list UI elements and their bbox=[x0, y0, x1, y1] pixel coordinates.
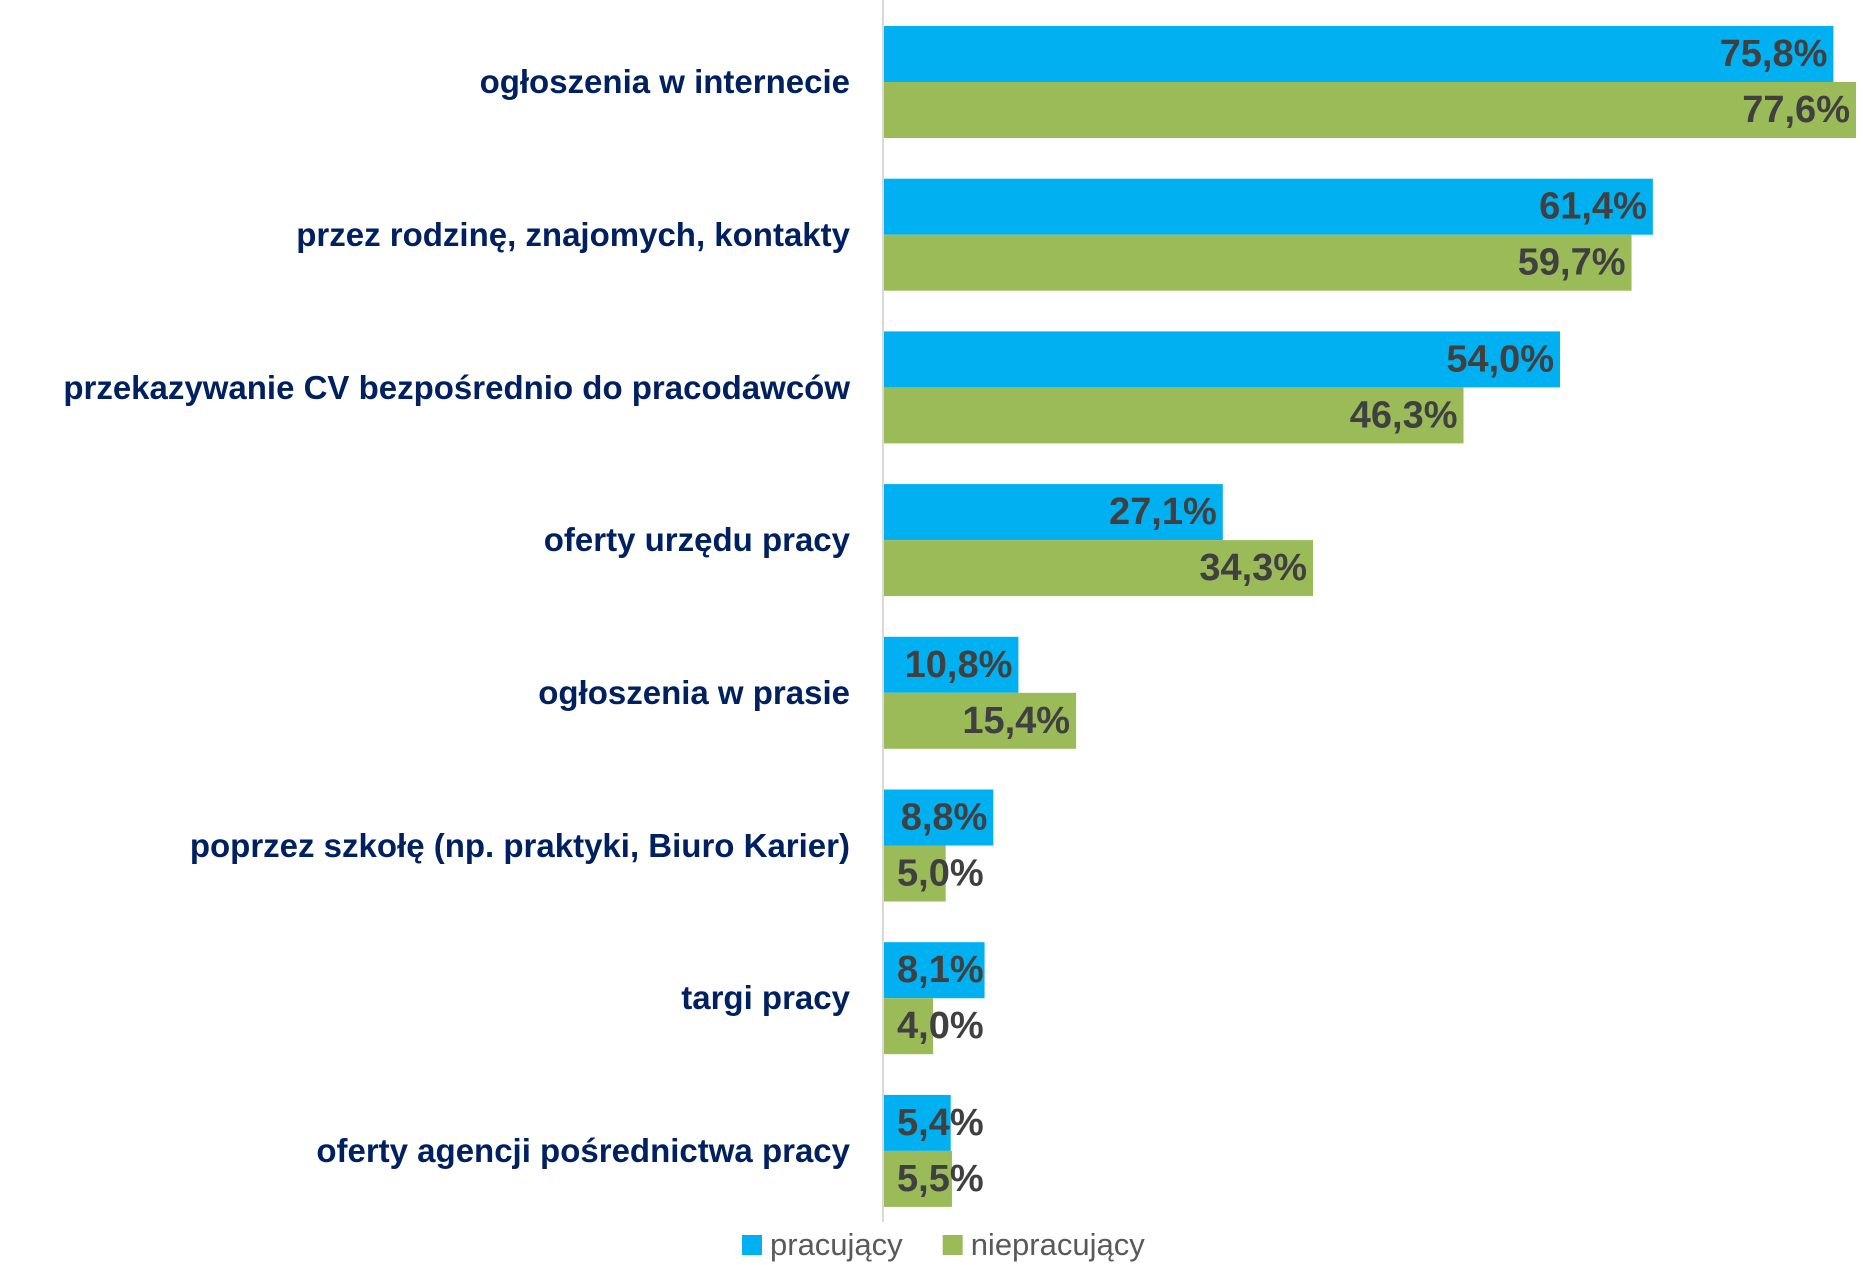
bar bbox=[883, 387, 1464, 444]
bar bbox=[883, 636, 1019, 693]
bar bbox=[883, 998, 934, 1055]
bar bbox=[883, 942, 985, 999]
value-label: 61,4% bbox=[1539, 186, 1647, 228]
value-label: 59,7% bbox=[1518, 242, 1626, 284]
category-label: poprzez szkołę (np. praktyki, Biuro Kari… bbox=[189, 826, 850, 864]
value-label: 8,8% bbox=[901, 797, 988, 839]
bar bbox=[883, 789, 994, 846]
value-label: 46,3% bbox=[1350, 394, 1458, 436]
legend-label: niepracujący bbox=[971, 1227, 1146, 1262]
legend-swatch bbox=[742, 1235, 762, 1255]
category-label: ogłoszenia w internecie bbox=[479, 63, 850, 101]
value-label: 34,3% bbox=[1199, 547, 1307, 589]
value-label: 4,0% bbox=[897, 1005, 984, 1047]
category-label: przekazywanie CV bezpośrednio do pracoda… bbox=[63, 368, 850, 406]
value-label: 75,8% bbox=[1720, 33, 1828, 75]
value-label: 15,4% bbox=[962, 700, 1070, 742]
value-label: 54,0% bbox=[1446, 338, 1554, 380]
bar bbox=[883, 845, 946, 902]
value-label: 5,4% bbox=[897, 1102, 984, 1144]
bar bbox=[883, 1094, 951, 1151]
bar bbox=[883, 178, 1653, 235]
bar bbox=[883, 82, 1856, 138]
legend-swatch bbox=[942, 1235, 963, 1255]
legend-label: pracujący bbox=[770, 1227, 903, 1262]
category-label: ogłoszenia w prasie bbox=[538, 674, 850, 712]
category-label: oferty agencji pośrednictwa pracy bbox=[316, 1132, 850, 1170]
bar bbox=[883, 234, 1632, 291]
value-label: 5,5% bbox=[897, 1158, 984, 1200]
value-label: 27,1% bbox=[1109, 491, 1217, 533]
bar bbox=[883, 331, 1561, 388]
value-label: 5,0% bbox=[897, 853, 984, 895]
value-label: 77,6% bbox=[1742, 89, 1850, 131]
category-label: przez rodzinę, znajomych, kontakty bbox=[296, 215, 850, 253]
value-label: 8,1% bbox=[897, 949, 984, 991]
bar bbox=[883, 484, 1223, 541]
category-label: oferty urzędu pracy bbox=[543, 521, 850, 559]
bar bbox=[883, 692, 1077, 749]
category-label: targi pracy bbox=[681, 979, 850, 1017]
value-label: 10,8% bbox=[905, 644, 1013, 686]
bar bbox=[883, 540, 1314, 597]
bar bbox=[883, 26, 1834, 82]
bar bbox=[883, 1150, 952, 1207]
